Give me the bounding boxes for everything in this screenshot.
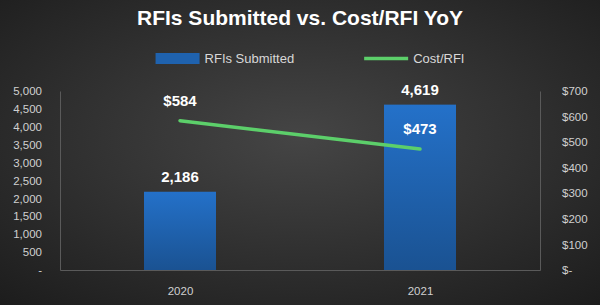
y2-axis-tick-label: $500 [562,136,588,148]
y2-axis: $- $100 $200 $300 $400 $500 $600 $700 [540,85,588,276]
y-axis-tick: 5,000 [13,85,60,97]
y2-axis-tick-label: $600 [562,111,588,123]
line-label: $584 [163,92,197,109]
data-labels: 2,186 4,619 $584 $473 [161,81,439,185]
background [0,0,600,305]
y2-axis-tick: $400 [540,162,588,174]
y2-axis-tick: $- [540,264,572,276]
y-axis-tick-label: 3,000 [13,157,42,169]
y2-axis-tick: $600 [540,111,588,123]
x-axis-tick: 2020 [168,270,194,297]
line [180,121,420,149]
y2-axis-tick: $700 [540,85,588,97]
y2-axis-tick-label: $700 [562,85,588,97]
title: RFIs Submitted vs. Cost/RFI YoY [137,6,463,29]
y-axis-tick: 3,000 [13,157,60,169]
y2-axis-tick: $200 [540,213,588,225]
x-axis-tick: 2021 [408,270,434,297]
y2-axis-tick-label: $100 [562,239,588,251]
y-axis-tick-label: 1,000 [13,228,42,240]
legend: RFIs Submitted Cost/RFI [156,51,465,66]
line-label: $473 [403,120,436,137]
y2-axis-tick: $100 [540,239,588,251]
y-axis-tick-label: 3,500 [13,139,42,151]
legend-item: Cost/RFI [364,51,464,66]
y-axis-tick: 3,500 [13,139,60,151]
chart: RFIs Submitted vs. Cost/RFI YoY - 500 1,000… [0,0,600,305]
legend-item: RFIs Submitted [156,51,295,66]
y-axis-tick-label: 4,000 [13,121,42,133]
y-axis-tick-label: 4,500 [13,103,42,115]
y-axis-tick: 4,500 [13,103,60,115]
x-axis-tick-label: 2020 [168,285,194,297]
y-axis-tick: 1,500 [13,210,60,222]
y2-axis-tick-label: $300 [562,187,588,199]
y-axis-tick: 4,000 [13,121,60,133]
y2-axis-tick-label: $400 [562,162,588,174]
y-axis-tick-label: 1,500 [13,210,42,222]
y-axis-tick: 2,500 [13,175,60,187]
y2-axis-line [540,92,541,271]
y-axis-tick-label: 500 [23,246,42,258]
y-axis-tick: 1,000 [13,228,60,240]
y2-axis-tick: $300 [540,187,588,199]
y-axis-tick: 2,000 [13,193,60,205]
y2-axis-tick-label: $200 [562,213,588,225]
legend-label: RFIs Submitted [205,51,295,66]
legend-label: Cost/RFI [413,51,464,66]
y-axis-tick: 500 [23,246,60,258]
y-axis-tick-label: 5,000 [13,85,42,97]
x-axis-line [61,270,541,271]
legend-swatch [156,53,200,64]
bar-label: 4,619 [401,81,439,98]
y2-axis-tick: $500 [540,136,588,148]
legend-swatch [364,57,408,61]
y-axis-tick-label: 2,000 [13,193,42,205]
y-axis-tick-label: - [38,264,42,276]
plot-area [144,105,456,270]
y-axis-tick-label: 2,500 [13,175,42,187]
x-axis: 2020 2021 [61,270,541,297]
y2-axis-tick-label: $- [562,264,572,276]
y-axis: - 500 1,000 1,500 2,000 2,500 3,000 3,500 4,000 4… [13,85,60,276]
bar-label: 2,186 [161,168,199,185]
y-axis-line [60,92,61,271]
bar [384,105,456,270]
x-axis-tick-label: 2021 [408,285,434,297]
y-axis-tick: - [38,264,60,276]
bar [144,192,216,270]
